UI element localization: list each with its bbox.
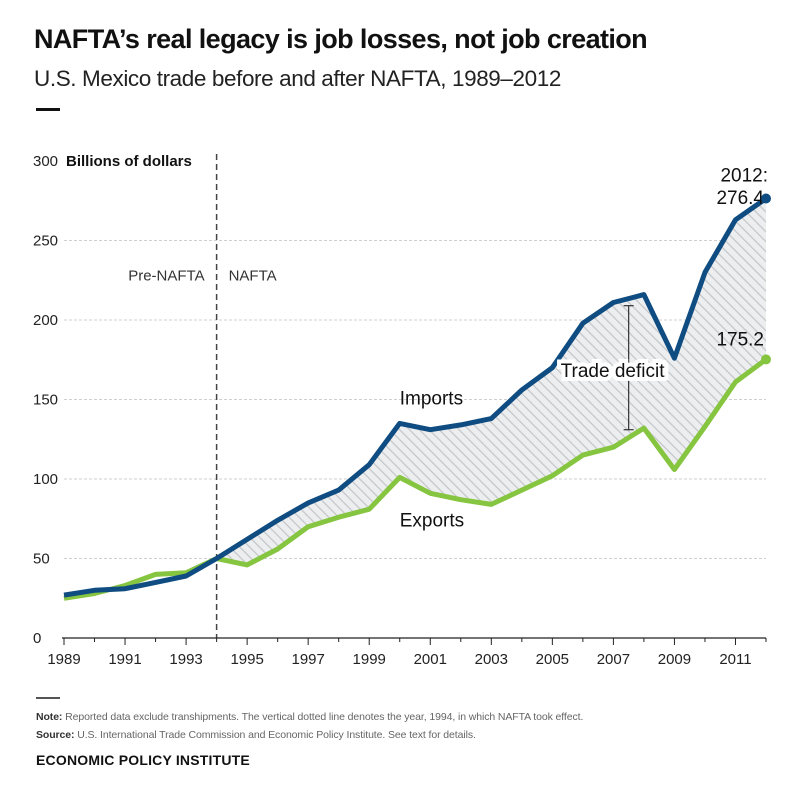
y-axis-unit-label: Billions of dollars xyxy=(66,153,192,170)
imports-end-year-label: 2012: xyxy=(720,166,768,187)
x-tick-label-2009: 2009 xyxy=(658,651,691,668)
source-label: Source: xyxy=(36,729,75,741)
chart-subtitle: U.S. Mexico trade before and after NAFTA… xyxy=(34,66,561,91)
note-label: Note: xyxy=(36,711,63,723)
imports-series-label: Imports xyxy=(400,388,463,409)
y-tick-label-200: 200 xyxy=(33,312,58,329)
imports-series-line xyxy=(63,196,768,598)
note-body: Reported data exclude transhipments. The… xyxy=(62,711,584,723)
exports-series-line xyxy=(63,357,768,601)
exports-end-point xyxy=(761,354,771,365)
x-tick-label-2001: 2001 xyxy=(414,651,447,668)
x-tick-label-1999: 1999 xyxy=(353,651,386,668)
imports-end-value-label: 276.4 xyxy=(716,188,764,209)
chart-title: NAFTA’s real legacy is job losses, not j… xyxy=(34,24,648,54)
x-tick-label-2005: 2005 xyxy=(536,651,569,668)
note-text: Note: Reported data exclude transhipment… xyxy=(36,711,583,723)
x-tick-label-2007: 2007 xyxy=(597,651,630,668)
trade-deficit-bracket xyxy=(623,305,634,431)
imports-end-point xyxy=(761,193,771,204)
source-text: Source: U.S. International Trade Commiss… xyxy=(36,729,476,741)
y-tick-label-150: 150 xyxy=(33,392,58,409)
y-tick-label-300: 300 xyxy=(33,153,58,170)
x-tick-label-2011: 2011 xyxy=(719,651,751,668)
title-rule xyxy=(36,108,60,111)
pre-nafta-label: Pre-NAFTA xyxy=(128,267,204,284)
x-tick-label-1993: 1993 xyxy=(169,651,202,668)
x-tick-label-1989: 1989 xyxy=(47,651,80,668)
trade-line-chart: 0 50 100 150 200 250 300 Billions of dollars P… xyxy=(33,153,771,668)
x-tick-label-1991: 1991 xyxy=(108,651,141,668)
x-tick-label-1997: 1997 xyxy=(291,651,324,668)
nafta-label: NAFTA xyxy=(229,267,277,284)
x-tick-label-1995: 1995 xyxy=(230,651,263,668)
x-axis-ticks: 1989 1991 1993 1995 1997 1999 2001 2003 2005 2007… xyxy=(47,638,767,668)
trade-deficit-area xyxy=(216,198,767,565)
y-tick-label-50: 50 xyxy=(33,551,50,568)
y-axis-ticks: 0 50 100 150 200 250 300 xyxy=(33,153,58,647)
y-tick-label-0: 0 xyxy=(33,630,41,647)
source-body: U.S. International Trade Commission and … xyxy=(74,729,476,741)
y-tick-label-100: 100 xyxy=(33,471,58,488)
trade-deficit-label: Trade deficit xyxy=(561,361,666,382)
exports-end-value-label: 175.2 xyxy=(716,329,764,350)
publisher-name: ECONOMIC POLICY INSTITUTE xyxy=(36,752,250,768)
y-tick-label-250: 250 xyxy=(33,233,58,250)
x-tick-label-2003: 2003 xyxy=(475,651,508,668)
note-rule xyxy=(36,697,60,699)
exports-series-label: Exports xyxy=(400,511,464,532)
